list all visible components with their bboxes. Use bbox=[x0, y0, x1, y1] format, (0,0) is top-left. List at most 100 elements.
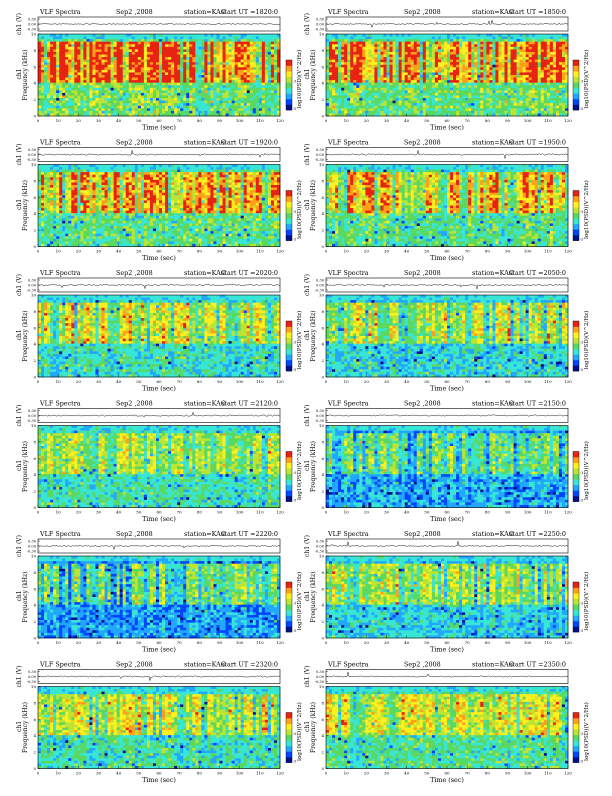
spectrogram-cell bbox=[492, 96, 495, 99]
spectrogram-cell bbox=[338, 96, 341, 99]
spectrogram-cell bbox=[56, 72, 59, 75]
spectrogram-cell bbox=[344, 78, 347, 81]
spectrogram-cell bbox=[429, 101, 432, 104]
spectrogram-cell bbox=[86, 42, 89, 45]
spectrogram-cell bbox=[462, 72, 465, 75]
spectrogram-cell bbox=[108, 57, 111, 60]
spectrogram-cell bbox=[268, 37, 271, 40]
spectrogram-cell bbox=[210, 67, 213, 70]
spectrogram-cell bbox=[374, 88, 377, 91]
spectrogram-cell bbox=[462, 75, 465, 78]
spectrogram-cell bbox=[259, 96, 262, 99]
spectrogram-cell bbox=[538, 98, 541, 101]
spectrogram-cell bbox=[177, 65, 180, 68]
spectrogram-cell bbox=[344, 101, 347, 104]
spectrogram-cell bbox=[471, 55, 474, 58]
spectrogram-cell bbox=[198, 101, 201, 104]
spectrogram-cell bbox=[223, 93, 226, 96]
spectrogram-cell bbox=[508, 52, 511, 55]
spectrogram-cell bbox=[141, 93, 144, 96]
spectrogram-cell bbox=[550, 101, 553, 104]
spectrogram-cell bbox=[459, 49, 462, 52]
spectrogram-cell bbox=[141, 75, 144, 78]
spectrogram-cell bbox=[223, 42, 226, 45]
spectrogram-cell bbox=[99, 57, 102, 60]
spectrogram-cell bbox=[165, 47, 168, 50]
spectrogram-cell bbox=[514, 57, 517, 60]
spectrogram-cell bbox=[150, 83, 153, 86]
spectrogram-cell bbox=[350, 57, 353, 60]
spectrogram-cell bbox=[183, 103, 186, 106]
spectrogram-cell bbox=[444, 88, 447, 91]
spectrogram-cell bbox=[332, 108, 335, 111]
spectrogram-cell bbox=[262, 93, 265, 96]
spectrogram-cell bbox=[474, 101, 477, 104]
spectrogram-cell bbox=[420, 90, 423, 93]
spectrogram-cell bbox=[253, 80, 256, 83]
spectrogram-cell bbox=[465, 88, 468, 91]
spectrogram-cell bbox=[95, 60, 98, 63]
spectrogram-cell bbox=[365, 72, 368, 75]
spectrogram-cell bbox=[86, 70, 89, 73]
spectrogram-cell bbox=[514, 52, 517, 55]
spectrogram-cell bbox=[238, 101, 241, 104]
spectrogram-cell bbox=[168, 111, 171, 114]
spectrogram-cell bbox=[371, 65, 374, 68]
spectrogram-cell bbox=[247, 42, 250, 45]
spectrogram-cell bbox=[559, 106, 562, 109]
spectrogram-cell bbox=[480, 57, 483, 60]
spectrogram-cell bbox=[192, 103, 195, 106]
spectrogram-cell bbox=[132, 93, 135, 96]
spectrogram-cell bbox=[511, 96, 514, 99]
spectrogram-cell bbox=[459, 65, 462, 68]
spectrogram-cell bbox=[393, 101, 396, 104]
spectrogram-cell bbox=[326, 96, 329, 99]
spectrogram-cell bbox=[129, 34, 132, 37]
spectrogram-cell bbox=[553, 47, 556, 50]
spectrogram-cell bbox=[438, 55, 441, 58]
spectrogram-cell bbox=[341, 93, 344, 96]
spectrogram-cell bbox=[517, 106, 520, 109]
spectrogram-cell bbox=[550, 44, 553, 47]
spectrogram-cell bbox=[408, 75, 411, 78]
spectrogram-cell bbox=[102, 67, 105, 70]
spectrogram-cell bbox=[486, 60, 489, 63]
spectrogram-cell bbox=[213, 98, 216, 101]
spectrogram-cell bbox=[374, 93, 377, 96]
spectrogram-cell bbox=[180, 101, 183, 104]
spectrogram-cell bbox=[501, 93, 504, 96]
spectrogram-cell bbox=[141, 47, 144, 50]
spectrogram-cell bbox=[247, 65, 250, 68]
spectrogram-cell bbox=[486, 78, 489, 81]
spectrogram-cell bbox=[547, 98, 550, 101]
spectrogram-cell bbox=[417, 49, 420, 52]
spectrogram-cell bbox=[529, 70, 532, 73]
spectrogram-cell bbox=[489, 42, 492, 45]
spectrogram-cell bbox=[38, 93, 41, 96]
spectrogram-cell bbox=[77, 60, 80, 63]
spectrogram-cell bbox=[47, 98, 50, 101]
spectrogram-cell bbox=[68, 65, 71, 68]
spectrogram-cell bbox=[438, 103, 441, 106]
spectrogram-cell bbox=[201, 52, 204, 55]
spectrogram-cell bbox=[550, 106, 553, 109]
spectrogram-cell bbox=[183, 39, 186, 42]
spectrogram-cell bbox=[99, 55, 102, 58]
spectrogram-cell bbox=[344, 106, 347, 109]
spectrogram-cell bbox=[50, 37, 53, 40]
spectrogram-cell bbox=[150, 52, 153, 55]
spectrogram-cell bbox=[438, 37, 441, 40]
spectrogram-cell bbox=[562, 65, 565, 68]
spectrogram-cell bbox=[162, 80, 165, 83]
spectrogram-cell bbox=[483, 70, 486, 73]
spectrogram-cell bbox=[459, 70, 462, 73]
spectrogram-cell bbox=[226, 75, 229, 78]
spectrogram-cell bbox=[326, 106, 329, 109]
spectrogram-cell bbox=[68, 70, 71, 73]
spectrogram-cell bbox=[95, 106, 98, 109]
spectrogram-cell bbox=[150, 103, 153, 106]
spectrogram-cell bbox=[162, 88, 165, 91]
spectrogram-cell bbox=[89, 108, 92, 111]
spectrogram-cell bbox=[159, 103, 162, 106]
spectrogram-cell bbox=[232, 60, 235, 63]
